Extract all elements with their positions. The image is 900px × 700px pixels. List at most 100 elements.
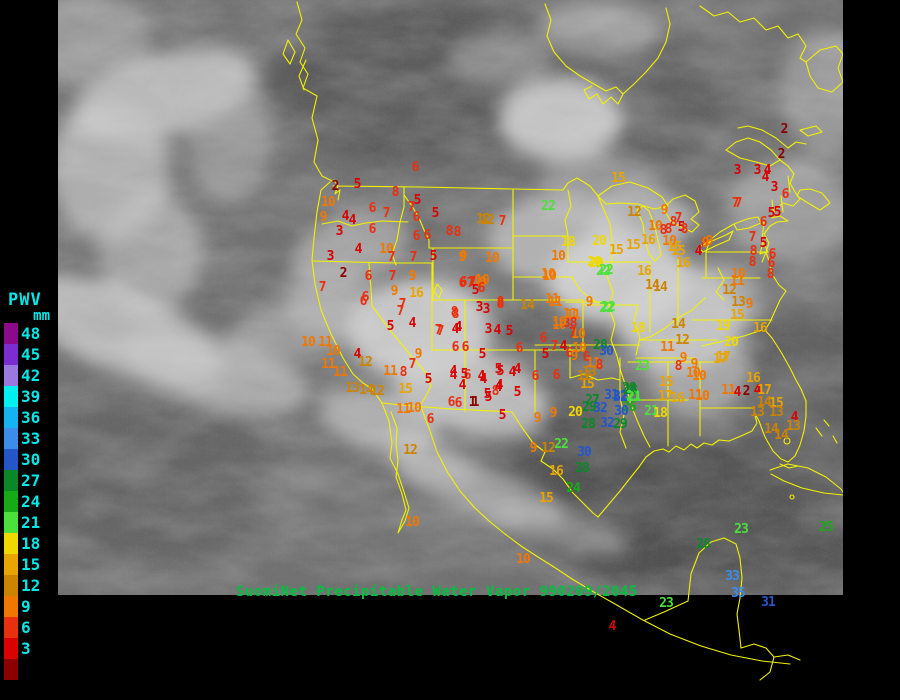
- station-value: 4: [508, 364, 517, 380]
- legend-value: 36: [21, 408, 41, 427]
- station-value: 6: [461, 339, 470, 355]
- station-value: 6: [767, 255, 776, 271]
- station-value: 6: [368, 221, 377, 237]
- station-value: 10: [686, 365, 701, 381]
- station-value: 12: [722, 282, 737, 298]
- legend-value: 33: [21, 429, 41, 448]
- station-value: 10: [516, 551, 531, 567]
- station-value: 33: [725, 568, 740, 584]
- station-value: 7: [748, 229, 757, 245]
- legend-value: 18: [21, 534, 41, 553]
- station-value: 8: [700, 235, 709, 251]
- station-value: 8: [450, 304, 459, 320]
- station-value: 4: [790, 409, 799, 425]
- station-value: 8: [569, 315, 578, 331]
- station-value: 11: [566, 307, 581, 323]
- station-value: 10: [662, 233, 677, 249]
- legend-value: 39: [21, 387, 41, 406]
- station-value: 6: [531, 368, 540, 384]
- station-value: 12: [675, 332, 690, 348]
- lake-ontario: [733, 216, 762, 231]
- station-value: 8: [496, 296, 505, 312]
- legend-swatch: [4, 638, 18, 659]
- station-value: 16: [637, 263, 652, 279]
- station-value: 6: [477, 280, 486, 296]
- station-value: 15: [626, 237, 641, 253]
- station-value: 6: [411, 159, 420, 175]
- lake-huron: [662, 194, 700, 233]
- station-value: 9: [705, 233, 714, 249]
- station-value: 9: [414, 346, 423, 362]
- station-value: 10: [472, 274, 487, 290]
- station-value: 16: [670, 390, 685, 406]
- station-value: 23: [659, 595, 674, 611]
- station-value: 9: [690, 356, 699, 372]
- station-value: 22: [599, 300, 614, 316]
- lake-michigan: [636, 205, 662, 262]
- station-value: 13: [769, 404, 784, 420]
- coastline-florida: [753, 388, 807, 463]
- legend-row: 9: [4, 596, 58, 617]
- station-value: 11: [721, 382, 736, 398]
- legend-swatch: [4, 512, 18, 533]
- station-value: 10: [541, 266, 556, 282]
- station-value: 16: [746, 370, 761, 386]
- station-value: 5: [496, 363, 505, 379]
- legend-row: 42: [4, 365, 58, 386]
- station-value: 15: [667, 239, 682, 255]
- station-value: 6: [412, 209, 421, 225]
- pwv-legend: PWV mm 48 45 42 39 36 33 30 27 24 21 18 15 12 9 6 3: [4, 292, 58, 680]
- station-value: 14: [645, 277, 660, 293]
- station-value: 9: [679, 350, 688, 366]
- legend-row: 21: [4, 512, 58, 533]
- station-value: 5: [759, 235, 768, 251]
- station-value: 6: [539, 330, 548, 346]
- station-value: 21: [627, 389, 642, 405]
- legend-swatch: [4, 554, 18, 575]
- station-value: 6: [368, 200, 377, 216]
- station-value: 6: [451, 339, 460, 355]
- legend-value: 45: [21, 345, 41, 364]
- station-value: 20: [587, 254, 602, 270]
- station-value: 10: [475, 272, 490, 288]
- station-value: 12: [577, 368, 592, 384]
- station-value: 11: [396, 401, 411, 417]
- station-value: 16: [753, 320, 768, 336]
- station-value: 31: [761, 594, 776, 610]
- legend-swatch: [4, 533, 18, 554]
- station-value: 12: [370, 383, 385, 399]
- station-value: 5: [677, 219, 686, 235]
- station-value: 4: [513, 361, 522, 377]
- station-value: 6: [463, 367, 472, 383]
- station-value: 28: [575, 460, 590, 476]
- station-value: 8: [659, 222, 668, 238]
- legend-swatch: [4, 596, 18, 617]
- station-value: 4: [733, 384, 742, 400]
- station-value: 9: [745, 296, 754, 312]
- station-value: 6: [459, 274, 468, 290]
- legend-value: 24: [21, 492, 41, 511]
- station-value: 10: [407, 400, 422, 416]
- station-value: 22: [541, 198, 556, 214]
- station-value: 23: [635, 358, 650, 374]
- station-value: 4: [341, 208, 350, 224]
- station-value: 8: [664, 221, 673, 237]
- station-value: 11: [383, 363, 398, 379]
- station-value: 10: [542, 268, 557, 284]
- station-value: 4: [449, 363, 458, 379]
- station-value: 30: [599, 343, 614, 359]
- legend-value: 48: [21, 324, 41, 343]
- station-value: 25: [819, 519, 834, 535]
- station-value: 9: [529, 440, 538, 456]
- station-value: 7: [734, 195, 743, 211]
- station-value: 1: [468, 394, 477, 410]
- station-value: 6: [361, 289, 370, 305]
- coastline-nova-scotia: [796, 188, 831, 211]
- station-value: 5: [483, 386, 492, 402]
- station-value: 13: [345, 380, 360, 396]
- station-value: 7: [434, 322, 443, 338]
- station-value: 8: [399, 364, 408, 380]
- station-value: 13: [750, 404, 765, 420]
- station-value: 11: [318, 334, 333, 350]
